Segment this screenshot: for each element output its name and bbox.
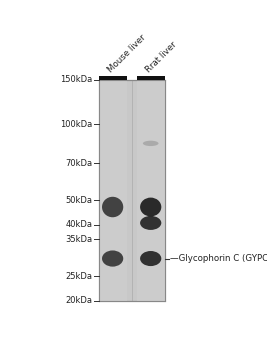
Text: Rrat liver: Rrat liver [144, 40, 179, 74]
Ellipse shape [143, 141, 159, 146]
Text: Mouse liver: Mouse liver [106, 33, 148, 74]
Text: 40kDa: 40kDa [65, 220, 92, 229]
Ellipse shape [140, 198, 161, 216]
Bar [99, 76, 127, 80]
Ellipse shape [140, 216, 161, 230]
Ellipse shape [102, 251, 123, 267]
Bar [137, 80, 165, 301]
Text: 50kDa: 50kDa [65, 196, 92, 205]
Text: 20kDa: 20kDa [65, 296, 92, 305]
Text: 25kDa: 25kDa [65, 272, 92, 281]
Text: —Glycophorin C (GYPC): —Glycophorin C (GYPC) [170, 254, 267, 263]
Bar [99, 80, 127, 301]
Bar [99, 80, 165, 301]
Bar [137, 76, 165, 80]
Text: 150kDa: 150kDa [60, 75, 92, 84]
Ellipse shape [140, 251, 161, 266]
Ellipse shape [102, 197, 123, 217]
Text: 70kDa: 70kDa [65, 159, 92, 168]
Text: 100kDa: 100kDa [60, 120, 92, 129]
Text: 35kDa: 35kDa [65, 235, 92, 244]
